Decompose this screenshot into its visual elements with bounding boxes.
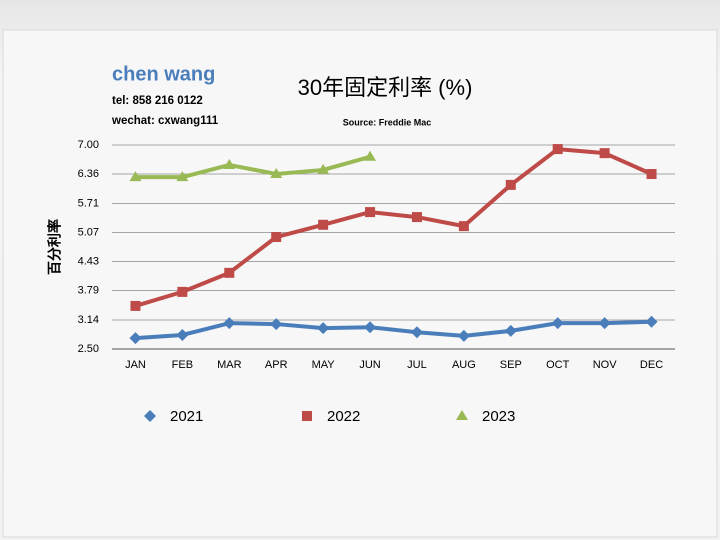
legend-marker: [144, 410, 156, 422]
marker: [223, 158, 236, 169]
marker: [410, 326, 423, 339]
marker: [317, 322, 330, 335]
marker: [365, 207, 376, 218]
y-tick-label: 7.00: [78, 139, 99, 151]
y-tick-label: 2.50: [78, 343, 99, 355]
x-tick-label: APR: [265, 359, 288, 371]
marker: [129, 332, 142, 345]
marker: [645, 315, 658, 328]
x-tick-label: SEP: [500, 359, 522, 371]
x-tick-label: FEB: [172, 359, 193, 371]
marker: [364, 150, 377, 161]
legend-label: 2021: [170, 408, 203, 425]
chart-subtitle: Source: Freddie Mac: [343, 117, 432, 127]
slide-panel: [2, 29, 718, 538]
author-tel: tel: 858 216 0122: [112, 95, 203, 107]
y-tick-label: 4.43: [78, 255, 99, 267]
x-tick-label: JUL: [407, 359, 427, 371]
marker: [271, 232, 282, 243]
legend-marker: [456, 410, 468, 420]
marker: [457, 329, 470, 342]
y-tick-label: 5.71: [78, 197, 99, 209]
legend-label: 2022: [327, 408, 360, 425]
series-line: [135, 319, 652, 341]
x-tick-label: DEC: [640, 359, 663, 371]
marker: [598, 317, 611, 330]
marker: [224, 267, 235, 278]
marker: [411, 212, 422, 223]
marker: [223, 317, 236, 330]
x-tick-label: JAN: [125, 359, 146, 371]
y-tick-label: 5.07: [78, 226, 99, 238]
x-tick-label: NOV: [593, 359, 618, 371]
legend-label: 2023: [482, 408, 515, 425]
x-tick-label: MAY: [312, 359, 336, 371]
marker: [646, 169, 657, 180]
x-tick-label: AUG: [452, 359, 476, 371]
marker: [318, 219, 329, 230]
marker: [176, 171, 189, 182]
marker: [599, 148, 610, 159]
marker: [270, 318, 283, 331]
x-tick-label: OCT: [546, 359, 570, 371]
y-axis-label: 百分利率: [47, 219, 63, 275]
chart-title: 30年固定利率 (%): [298, 75, 473, 100]
y-tick-label: 3.14: [78, 314, 99, 326]
x-tick-label: MAR: [217, 359, 242, 371]
marker: [270, 168, 283, 179]
series-line: [135, 154, 371, 180]
author-name: chen wang: [112, 63, 215, 85]
marker: [552, 144, 563, 155]
marker: [129, 171, 142, 182]
marker: [130, 300, 141, 311]
y-tick-label: 6.36: [78, 168, 99, 180]
marker: [504, 324, 517, 337]
marker: [505, 179, 516, 190]
marker: [364, 321, 377, 334]
legend-marker: [302, 411, 312, 421]
author-wechat: wechat: cxwang111: [111, 115, 219, 127]
marker: [176, 328, 189, 341]
marker: [177, 286, 188, 297]
marker: [458, 221, 469, 232]
y-tick-label: 3.79: [78, 284, 99, 296]
series-line: [134, 147, 653, 308]
x-tick-label: JUN: [359, 359, 380, 371]
marker: [317, 163, 330, 174]
marker: [551, 317, 564, 330]
